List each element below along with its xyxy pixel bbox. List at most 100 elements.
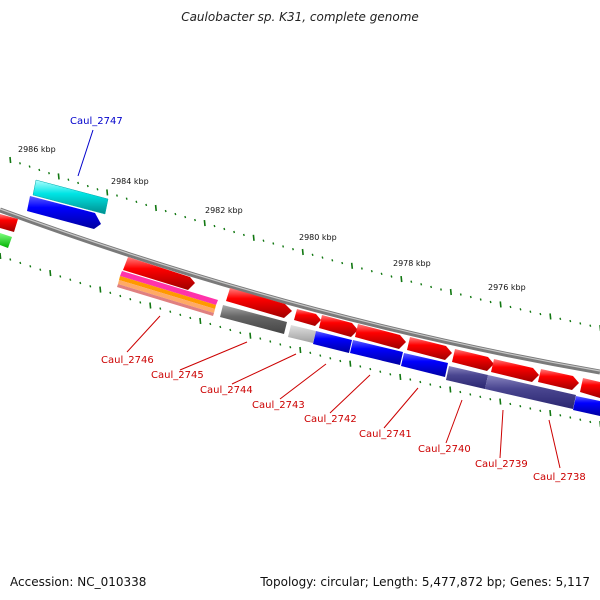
- scale-tick: [519, 404, 522, 408]
- scale-tick: [119, 294, 122, 298]
- scale-tick: [229, 328, 232, 332]
- gene-caul-2747[interactable]: [32, 179, 109, 215]
- label-leaders: [77, 129, 561, 469]
- scale-tick: [400, 276, 403, 283]
- gene-blue-upper[interactable]: [27, 196, 101, 229]
- scale-tick: [9, 258, 12, 261]
- gene-blue-2741[interactable]: [350, 340, 403, 365]
- scale-tick: [539, 409, 542, 413]
- scale-tick: [19, 162, 21, 165]
- scale-tick: [169, 310, 172, 313]
- scale-tick: [529, 407, 532, 410]
- scale-tick: [189, 316, 192, 320]
- scale-tick: [106, 189, 109, 196]
- kbp-label-2984: 2984 kbp: [111, 177, 149, 186]
- scale-tick: [252, 234, 255, 241]
- scale-tick: [89, 285, 92, 288]
- scale-tick: [269, 340, 272, 343]
- scale-tick: [239, 331, 242, 335]
- gene-navy-2739[interactable]: [446, 366, 576, 409]
- scale-tick: [379, 370, 382, 373]
- scale-tick: [469, 393, 472, 396]
- scale-tick: [489, 300, 492, 304]
- gene-caul-2738-a[interactable]: [491, 359, 539, 382]
- scale-tick: [77, 181, 80, 185]
- scale-tick: [449, 288, 452, 296]
- scale-tick: [549, 410, 552, 417]
- gene-caul-2738-b[interactable]: [538, 369, 579, 390]
- scale-tick: [203, 220, 206, 227]
- gene-caul-2743-lightgray[interactable]: [288, 325, 316, 343]
- gene-red-right-edge[interactable]: [580, 378, 600, 398]
- scale-tick: [129, 297, 132, 301]
- scale-tick: [311, 253, 314, 257]
- kbp-label-2976: 2976 kbp: [488, 283, 526, 292]
- scale-tick: [469, 295, 472, 299]
- outer-tick-track: [9, 156, 600, 332]
- scale-tick: [259, 337, 262, 340]
- scale-tick: [223, 227, 226, 231]
- scale-tick: [419, 380, 422, 384]
- scale-tick: [360, 267, 363, 270]
- gene-label-caul-2740: Caul_2740: [418, 444, 471, 455]
- scale-tick: [9, 156, 12, 164]
- scale-tick: [116, 194, 118, 197]
- gene-caul-2742[interactable]: [319, 315, 358, 337]
- scale-tick: [569, 319, 572, 323]
- scale-tick: [59, 275, 62, 278]
- scale-tick: [109, 291, 112, 295]
- scale-tick: [389, 373, 392, 376]
- kbp-label-2980: 2980 kbp: [299, 233, 337, 242]
- scale-tick: [19, 261, 22, 265]
- scale-tick: [479, 298, 482, 301]
- scale-tick: [380, 272, 383, 276]
- gene-blue-right-edge[interactable]: [573, 396, 600, 416]
- gene-green-left-edge[interactable]: [0, 233, 12, 248]
- scale-tick: [509, 305, 512, 309]
- scale-tick: [139, 301, 142, 304]
- scale-tick: [430, 285, 433, 289]
- gene-caul-2745-stripes[interactable]: [117, 271, 218, 316]
- scale-tick: [589, 324, 592, 327]
- scale-tick: [579, 322, 582, 325]
- scale-tick: [213, 224, 216, 228]
- scale-tick: [459, 293, 462, 296]
- gene-label-caul-2745: Caul_2745: [151, 370, 204, 381]
- scale-tick: [341, 261, 344, 265]
- scale-tick: [499, 301, 502, 308]
- scale-tick: [289, 345, 292, 349]
- scale-tick: [479, 395, 482, 399]
- scale-tick: [370, 269, 373, 273]
- scale-tick: [174, 212, 177, 216]
- gene-blue-2740[interactable]: [401, 353, 448, 377]
- accession-text: Accession: NC_010338: [10, 575, 147, 589]
- gene-caul-2746[interactable]: [123, 257, 195, 290]
- gene-caul-2744-gray[interactable]: [220, 305, 287, 334]
- gene-caul-2740[interactable]: [407, 337, 452, 360]
- kbp-label-2982: 2982 kbp: [205, 206, 243, 215]
- gene-red-left-edge[interactable]: [0, 214, 18, 232]
- scale-tick: [292, 247, 294, 251]
- scale-tick: [282, 245, 285, 248]
- gene-caul-2743[interactable]: [294, 309, 321, 326]
- gene-caul-2739[interactable]: [452, 349, 494, 371]
- genome-summary-text: Topology: circular; Length: 5,477,872 bp…: [260, 575, 590, 589]
- scale-tick: [559, 414, 562, 417]
- gene-caul-2744[interactable]: [226, 288, 292, 318]
- scale-tick: [145, 203, 148, 207]
- gene-blue-2742[interactable]: [313, 331, 352, 353]
- gene-label-caul-2746: Caul_2746: [101, 355, 154, 366]
- scale-tick: [299, 346, 302, 354]
- scale-tick: [48, 171, 50, 175]
- scale-tick: [57, 173, 60, 180]
- scale-tick: [69, 278, 72, 281]
- gene-label-caul-2739: Caul_2739: [475, 459, 528, 470]
- scale-tick: [199, 317, 202, 324]
- gene-caul-2741[interactable]: [355, 324, 406, 349]
- scale-tick: [321, 256, 324, 259]
- kbp-label-2978: 2978 kbp: [393, 259, 431, 268]
- scale-tick: [79, 281, 82, 285]
- scale-tick: [579, 418, 582, 421]
- kbp-label-2986: 2986 kbp: [18, 145, 56, 154]
